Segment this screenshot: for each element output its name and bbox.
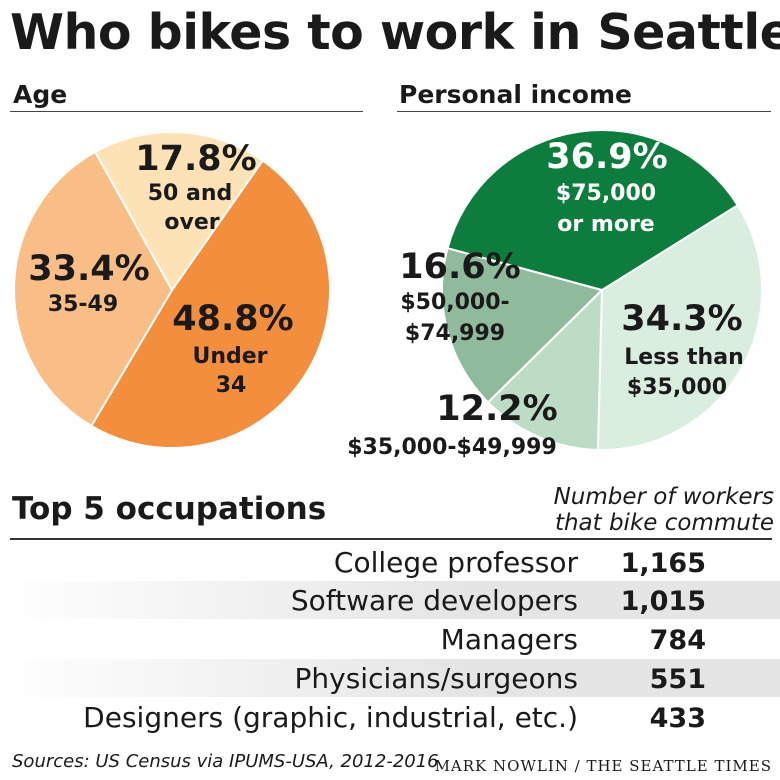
income-label-less-35k-l1: Less than (624, 345, 743, 370)
worker-count: 784 (649, 625, 706, 656)
income-pct-less-35k: 34.3% (621, 299, 742, 339)
pie-labels: 17.8% 50 and over 33.4% 35-49 48.8% Unde… (28, 137, 743, 460)
income-label-50k-75k-l2: $74,999 (405, 321, 505, 346)
age-title-rule (10, 111, 363, 112)
age-label-under-34-l2: 34 (216, 373, 247, 398)
age-pct-under-34: 48.8% (172, 299, 293, 339)
income-pct-35k-50k: 12.2% (436, 389, 557, 429)
workers-column-header: Number of workers that bike commute (554, 484, 774, 536)
income-pie-chart (441, 129, 763, 451)
income-label-50k-75k-l1: $50,000- (400, 290, 509, 315)
age-chart-title: Age (13, 80, 68, 109)
income-slice-3 (446, 129, 740, 292)
income-label-75k-more-l2: or more (557, 212, 654, 237)
worker-count: 551 (649, 664, 706, 695)
occupation-name: Physicians/surgeons (294, 662, 579, 695)
income-slice-1 (486, 287, 604, 451)
income-chart-title: Personal income (399, 80, 632, 109)
source-note: Sources: US Census via IPUMS-USA, 2012-2… (12, 751, 439, 772)
occupation-name: College professor (333, 546, 578, 579)
table-row: Physicians/surgeons 551 (0, 659, 780, 697)
income-label-35k-50k: $35,000-$49,999 (347, 435, 557, 460)
table-row: Software developers 1,015 (0, 581, 780, 619)
income-slice-0 (596, 203, 763, 451)
table-row: College professor 1,165 (0, 543, 780, 581)
age-pct-35-49: 33.4% (28, 249, 149, 289)
income-label-less-35k-l2: $35,000 (627, 375, 727, 400)
credit-line: MARK NOWLIN / THE SEATTLE TIMES (434, 757, 772, 775)
worker-count: 433 (649, 703, 706, 734)
occupations-rule (10, 538, 772, 540)
age-label-35-49: 35-49 (48, 292, 118, 317)
age-label-50-over-l1: 50 and (148, 181, 233, 206)
age-pct-50-over: 17.8% (135, 139, 256, 179)
occupation-name: Software developers (290, 584, 578, 617)
worker-count: 1,165 (620, 548, 706, 579)
age-slice-0 (90, 159, 332, 450)
income-title-rule (397, 111, 771, 112)
table-row: Designers (graphic, industrial, etc.) 43… (0, 698, 780, 736)
workers-column-header-line-1: Number of workers (553, 484, 774, 510)
pie-charts: 17.8% 50 and over 33.4% 35-49 48.8% Unde… (13, 129, 763, 460)
age-label-50-over-l2: over (164, 210, 219, 235)
income-pct-50k-75k: 16.6% (399, 247, 520, 287)
income-label-75k-more-l1: $75,000 (556, 181, 656, 206)
age-pie-chart (13, 131, 332, 450)
table-row: Managers 784 (0, 620, 780, 658)
page-title: Who bikes to work in Seattle (10, 4, 780, 61)
income-slice-2 (441, 246, 604, 404)
worker-count: 1,015 (620, 586, 706, 617)
age-slice-2 (93, 131, 265, 292)
occupations-title: Top 5 occupations (12, 491, 327, 527)
occupation-name: Managers (440, 623, 578, 656)
occupation-name: Designers (graphic, industrial, etc.) (83, 701, 578, 734)
age-label-under-34-l1: Under (192, 344, 267, 369)
workers-column-header-line-2: that bike commute (554, 510, 774, 536)
income-pct-75k-more: 36.9% (546, 137, 667, 177)
